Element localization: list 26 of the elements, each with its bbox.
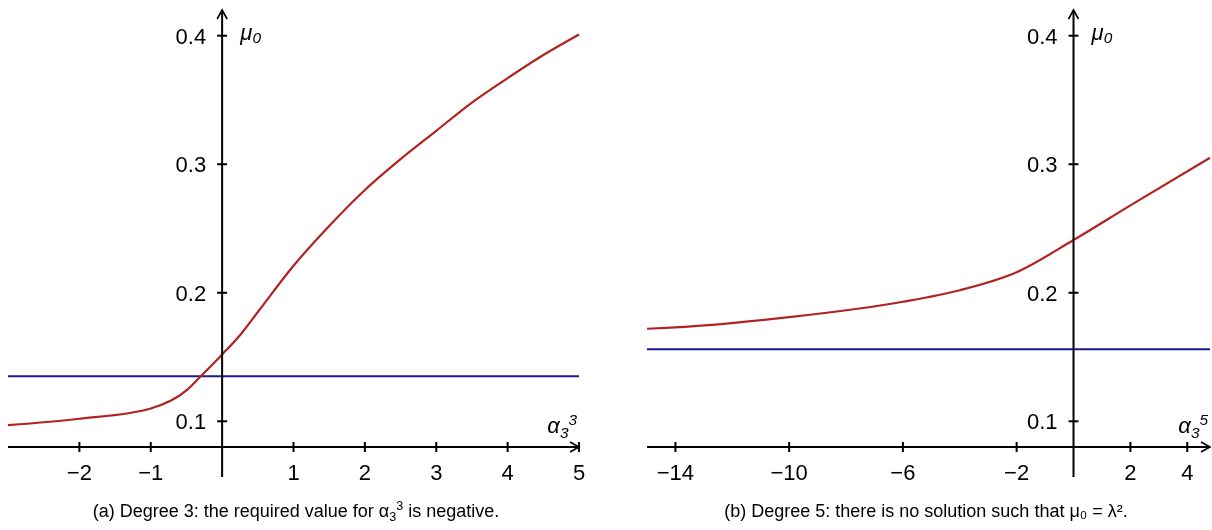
y-tick-label: 0.1 [175, 409, 207, 435]
x-tick-label: −14 [656, 460, 695, 485]
x-tick-label: 4 [501, 460, 514, 485]
y-tick-label: 0.1 [1026, 409, 1058, 435]
y-tick-label: 0.3 [1026, 152, 1058, 178]
x-tick-label: 5 [572, 460, 586, 485]
y-tick-label: 0.3 [175, 152, 207, 178]
x-tick-label: −2 [66, 460, 92, 485]
x-tick-label: −1 [138, 460, 164, 485]
x-tick-label: 2 [1124, 460, 1137, 485]
y-tick-label: 0.2 [1026, 280, 1058, 306]
x-tick-label: −2 [1004, 460, 1030, 485]
y-tick-label: 0.2 [175, 280, 207, 306]
x-tick-label: −6 [890, 460, 916, 485]
y-axis-title: μ₀ [239, 20, 262, 45]
y-axis-title: μ₀ [1090, 20, 1113, 45]
text: (a) Degree 3: the required value for α$_{3}$$^{3}$ is negative. [92, 498, 500, 524]
x-tick-label: −10 [770, 460, 808, 485]
y-tick-label: 0.4 [1026, 23, 1058, 49]
text: (b) Degree 5: there is no solution such that μ₀ = λ². [724, 501, 1128, 521]
x-tick-label: 1 [287, 460, 300, 485]
x-tick-label: 3 [430, 460, 443, 485]
x-tick-label: 4 [1181, 460, 1194, 485]
x-tick-label: 2 [358, 460, 371, 485]
y-tick-label: 0.4 [175, 23, 207, 49]
line-series [645, 156, 1212, 330]
